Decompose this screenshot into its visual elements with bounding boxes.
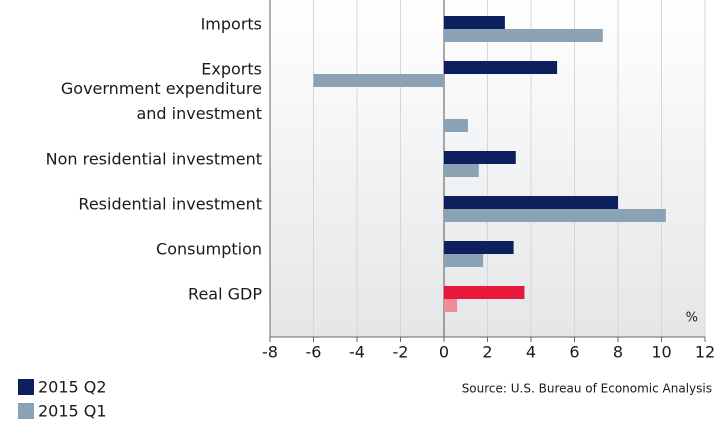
x-tick-label: -4 <box>349 343 365 362</box>
bar <box>444 241 514 254</box>
bar <box>444 299 458 312</box>
x-tick-label: -2 <box>393 343 409 362</box>
category-label: Residential investment <box>78 195 262 214</box>
x-tick-label: 4 <box>526 343 536 362</box>
category-label-line: and investment <box>136 104 262 123</box>
bar <box>444 164 479 177</box>
category-label: Imports <box>201 15 262 34</box>
legend-swatch <box>18 379 34 395</box>
legend-label: 2015 Q2 <box>38 378 107 397</box>
category-label: Real GDP <box>188 285 262 304</box>
category-label: Consumption <box>156 240 262 259</box>
legend-label: 2015 Q1 <box>38 402 107 421</box>
bar <box>444 196 618 209</box>
bar <box>444 61 558 74</box>
category-label: Government expenditure and investment <box>61 79 262 123</box>
x-tick-label: 12 <box>695 343 715 362</box>
bar <box>444 254 484 267</box>
x-tick-label: 6 <box>569 343 579 362</box>
x-tick-label: 2 <box>482 343 492 362</box>
bar <box>444 119 468 132</box>
category-label: Exports <box>201 60 262 79</box>
legend-swatch <box>18 403 34 419</box>
x-tick-label: 0 <box>439 343 449 362</box>
x-tick-label: 8 <box>613 343 623 362</box>
unit-label: % <box>686 311 698 326</box>
bar <box>444 151 516 164</box>
bar <box>444 286 525 299</box>
bar <box>444 209 666 222</box>
source: Source: U.S. Bureau of Economic Analysis <box>462 382 712 396</box>
x-tick-label: -6 <box>306 343 322 362</box>
category-label-line: Government expenditure <box>61 79 262 98</box>
category-label: Non residential investment <box>46 150 262 169</box>
bar <box>444 29 603 42</box>
x-tick-label: 10 <box>651 343 671 362</box>
bar <box>313 74 444 87</box>
x-tick-label: -8 <box>262 343 278 362</box>
bar <box>444 16 505 29</box>
